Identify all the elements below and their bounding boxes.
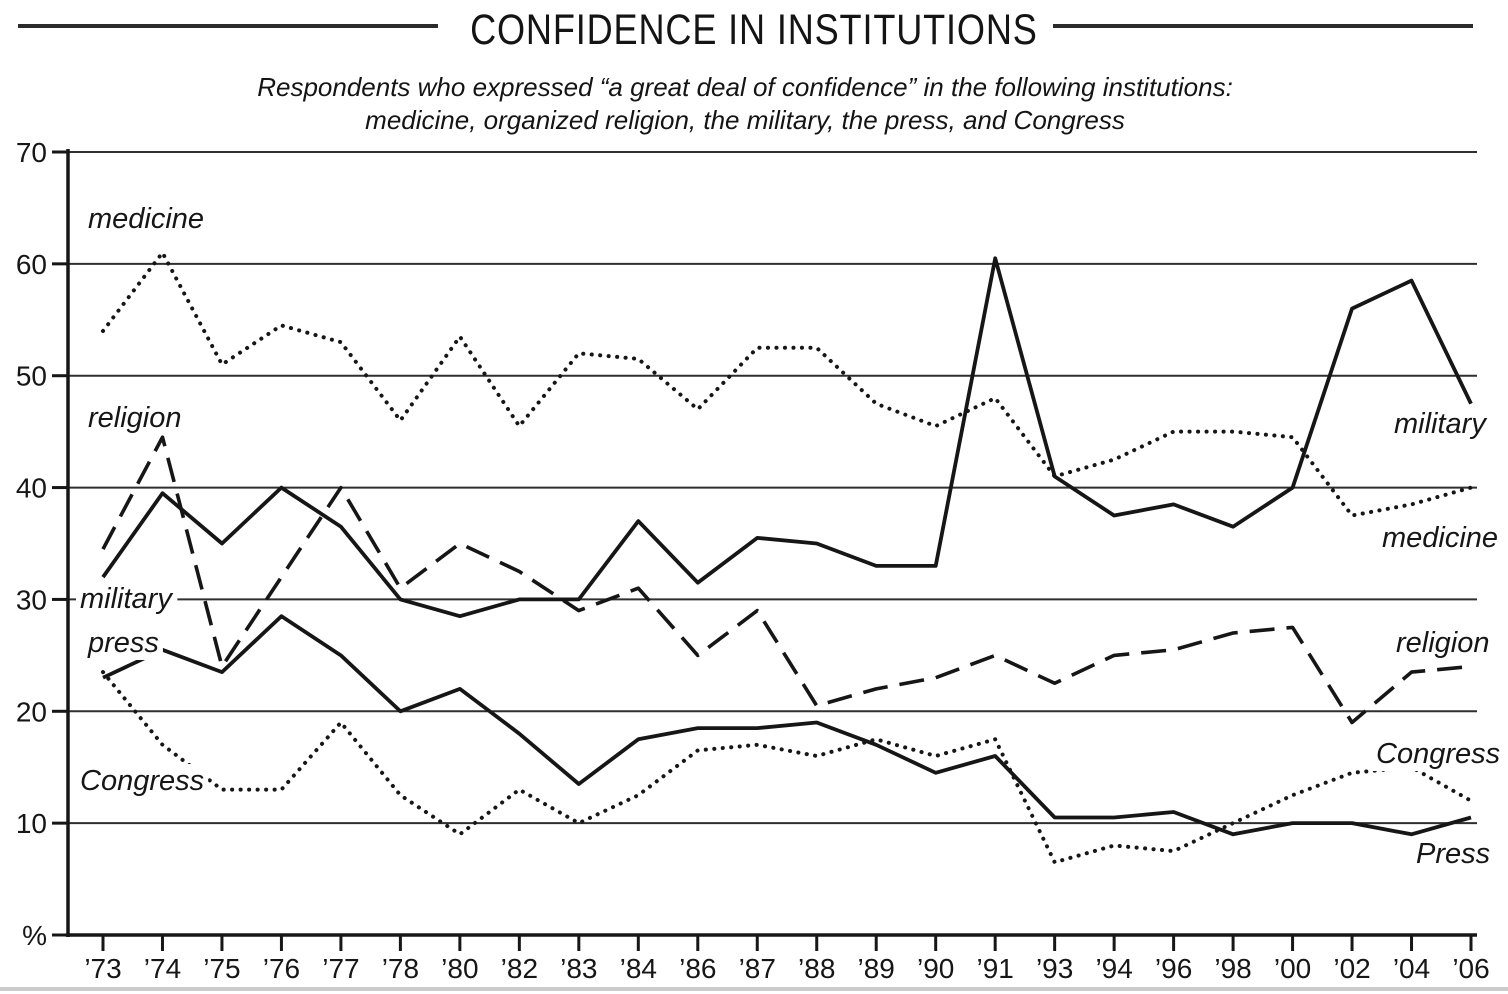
x-tick-label-17: ’93 bbox=[1036, 953, 1073, 984]
y-tick-label-50: 50 bbox=[16, 361, 47, 392]
x-tick-label-1: ’73 bbox=[84, 953, 121, 984]
x-tick-label-8: ’82 bbox=[501, 953, 538, 984]
x-tick-label-9: ’83 bbox=[560, 953, 597, 984]
x-tick-label-15: ’90 bbox=[917, 953, 954, 984]
series-label-congress-left: Congress bbox=[80, 765, 204, 797]
series-label-press-left: press bbox=[87, 627, 159, 659]
x-tick-label-10: ’84 bbox=[620, 953, 657, 984]
x-tick-label-20: ’98 bbox=[1214, 953, 1251, 984]
x-tick-label-16: ’91 bbox=[976, 953, 1013, 984]
series-label-bg-religion-right bbox=[1392, 626, 1494, 660]
series-label-bg-religion-left bbox=[84, 401, 186, 435]
title-rule-left bbox=[18, 24, 438, 28]
series-label-bg-congress-right bbox=[1372, 737, 1505, 771]
chart-subtitle-line1: Respondents who expressed “a great deal … bbox=[257, 72, 1233, 102]
series-label-congress-right: Congress bbox=[1376, 738, 1500, 770]
x-tick-label-11: ’86 bbox=[679, 953, 716, 984]
x-tick-label-18: ’94 bbox=[1095, 953, 1132, 984]
page-title: CONFIDENCE IN INSTITUTIONS bbox=[470, 6, 1038, 54]
y-tick-label-30: 30 bbox=[16, 584, 47, 615]
series-line-religion bbox=[101, 435, 1472, 725]
title-rule-right bbox=[1053, 24, 1473, 28]
y-tick-label-10: 10 bbox=[16, 808, 47, 839]
x-tick-label-6: ’78 bbox=[382, 953, 419, 984]
series-label-medicine-left: medicine bbox=[88, 203, 204, 235]
x-tick-label-13: ’88 bbox=[798, 953, 835, 984]
series-label-medicine-right: medicine bbox=[1382, 522, 1498, 554]
series-label-bg-military-left bbox=[76, 582, 178, 616]
series-label-press-right: Press bbox=[1416, 838, 1490, 870]
chart-subtitle-line2: medicine, organized religion, the milita… bbox=[365, 105, 1125, 135]
series-label-religion-right: religion bbox=[1396, 627, 1490, 659]
y-tick-label-20: 20 bbox=[16, 696, 47, 727]
series-line-press bbox=[102, 614, 1472, 837]
x-tick-label-14: ’89 bbox=[858, 953, 895, 984]
series-label-bg-medicine-right bbox=[1378, 521, 1503, 555]
x-tick-label-4: ’76 bbox=[263, 953, 300, 984]
series-label-bg-congress-left bbox=[76, 764, 209, 798]
series-line-congress bbox=[101, 670, 1473, 865]
series-line-medicine bbox=[101, 250, 1473, 518]
series-label-religion-left: religion bbox=[88, 402, 182, 434]
x-tick-label-19: ’96 bbox=[1155, 953, 1192, 984]
x-tick-label-7: ’80 bbox=[441, 953, 478, 984]
series-label-bg-military-right bbox=[1390, 407, 1492, 441]
series-label-bg-press-left bbox=[83, 626, 163, 660]
y-axis-unit-label: % bbox=[22, 920, 47, 951]
x-tick-label-21: ’00 bbox=[1274, 953, 1311, 984]
x-tick-label-24: ’06 bbox=[1452, 953, 1489, 984]
x-tick-label-22: ’02 bbox=[1333, 953, 1370, 984]
x-tick-label-5: ’77 bbox=[322, 953, 359, 984]
y-tick-label-40: 40 bbox=[16, 473, 47, 504]
y-tick-label-60: 60 bbox=[16, 249, 47, 280]
x-tick-label-12: ’87 bbox=[739, 953, 776, 984]
series-label-military-left: military bbox=[80, 583, 173, 615]
series-label-military-right: military bbox=[1394, 408, 1487, 440]
x-tick-label-2: ’74 bbox=[144, 953, 181, 984]
series-label-bg-medicine-left bbox=[84, 202, 209, 236]
series-label-bg-press-right bbox=[1412, 837, 1495, 871]
page-title-row: CONFIDENCE IN INSTITUTIONS bbox=[0, 6, 1508, 54]
bottom-page-rule bbox=[0, 987, 1508, 991]
x-tick-label-3: ’75 bbox=[203, 953, 240, 984]
series-line-military bbox=[101, 256, 1473, 619]
x-tick-label-23: ’04 bbox=[1393, 953, 1430, 984]
y-tick-label-70: 70 bbox=[16, 137, 47, 168]
